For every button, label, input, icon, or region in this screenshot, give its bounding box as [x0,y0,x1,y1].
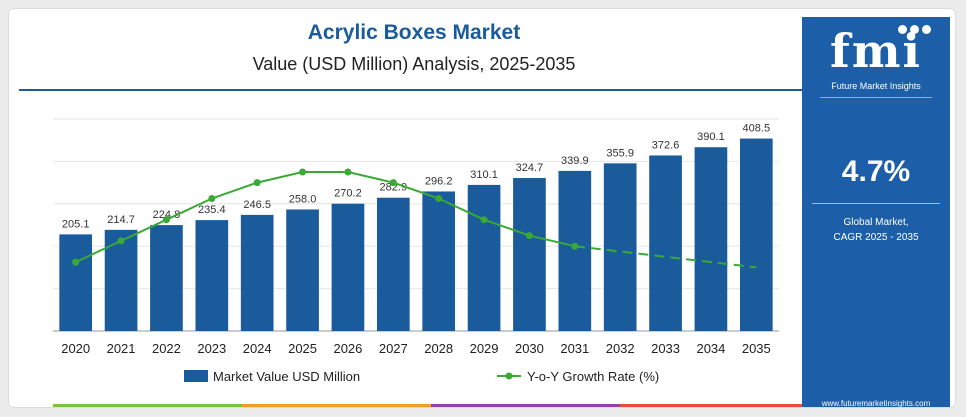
x-tick-label: 2024 [243,341,272,356]
chart-title: Acrylic Boxes Market [307,21,521,44]
bar-value-label: 372.6 [652,139,680,151]
title-divider [19,89,809,91]
cagr-label: Global Market, CAGR 2025 - 2035 [802,215,950,245]
x-tick-label: 2026 [333,341,362,356]
bar-2030 [513,178,546,331]
logo-dots-icon [898,21,934,39]
bar-value-label: 390.1 [697,131,725,143]
growth-point [299,168,307,176]
bar-2033 [649,155,682,331]
x-tick-label: 2021 [107,341,136,356]
bar-2028 [422,191,456,331]
bar-value-label: 339.9 [561,155,589,167]
bar-2035 [739,138,773,331]
bar-2032 [603,163,637,331]
growth-point [72,258,80,266]
bar-2021 [104,229,138,331]
x-tick-label: 2034 [696,341,725,356]
bar-2026 [331,203,365,331]
bar-2025 [286,209,319,331]
logo-divider [820,97,932,98]
stripe-orange [242,404,431,407]
bar-2023 [195,220,229,331]
x-tick-label: 2029 [470,341,499,356]
x-tick-label: 2033 [651,341,680,356]
stripe-purple [431,404,620,407]
legend-line-label: Y-o-Y Growth Rate (%) [527,369,659,384]
growth-point [389,179,397,187]
cagr-divider [812,203,940,204]
x-tick-label: 2032 [606,341,635,356]
chart-plot: 205.1 2020 214.7 2021 224.8 2022 235.4 2023 246.… [53,118,779,384]
x-tick-label: 2020 [61,341,90,356]
bottom-color-stripe [53,404,809,407]
growth-point [344,168,352,176]
x-tick-label: 2025 [288,341,317,356]
x-tick-label: 2027 [379,341,408,356]
bar-value-label: 310.1 [470,169,498,181]
legend-bar-swatch [184,370,208,382]
x-tick-label: 2031 [560,341,589,356]
bar-2031 [558,170,592,331]
legend-line-marker [505,372,513,380]
bar-value-label: 324.7 [516,162,544,174]
bar-2034 [694,147,728,331]
sidebar-panel: fmi Future Market Insights 4.7% Global M… [802,17,950,408]
bar-value-label: 355.9 [606,147,634,159]
growth-line-solid [75,171,576,264]
growth-line-dashed [574,245,757,269]
cagr-label-line1: Global Market, [843,217,909,228]
bar-2029 [467,184,501,331]
bar-2022 [150,225,183,331]
legend-bar-label: Market Value USD Million [213,369,360,384]
x-tick-label: 2023 [197,341,226,356]
x-tick-label: 2022 [152,341,181,356]
website-link[interactable]: www.futuremarketinsights.com [821,399,931,408]
x-tick-label: 2035 [742,341,771,356]
growth-point [208,195,216,202]
bar-value-label: 296.2 [425,175,453,187]
logo-tagline: Future Market Insights [831,81,921,91]
fmi-logo: fmi [830,24,922,78]
bar-value-label: 270.2 [334,188,362,200]
bar-value-label: 246.5 [243,199,271,211]
growth-point [525,232,533,240]
growth-point [162,216,170,224]
bar-value-label: 224.8 [153,209,181,221]
bar-value-label: 258.0 [289,193,317,205]
x-tick-label: 2030 [515,341,544,356]
bar-2027 [376,197,410,331]
growth-point [480,216,488,224]
stripe-red [620,404,809,407]
x-tick-label: 2028 [424,341,453,356]
growth-point [117,237,125,245]
cagr-value: 4.7% [841,155,911,188]
bar-2024 [240,214,274,331]
bar-value-label: 205.1 [62,218,90,230]
growth-point [571,242,579,250]
chart-card: Acrylic Boxes Market Value (USD Million)… [8,8,956,408]
chart-subtitle: Value (USD Million) Analysis, 2025-2035 [252,54,576,74]
cagr-label-line2: CAGR 2025 - 2035 [833,232,919,243]
growth-point [253,179,261,187]
bar-value-label: 214.7 [107,214,135,226]
stripe-green [53,404,242,407]
growth-point [435,195,443,202]
bar-2020 [59,234,93,331]
bar-value-label: 408.5 [743,123,771,135]
bar-value-label: 235.4 [198,204,226,216]
